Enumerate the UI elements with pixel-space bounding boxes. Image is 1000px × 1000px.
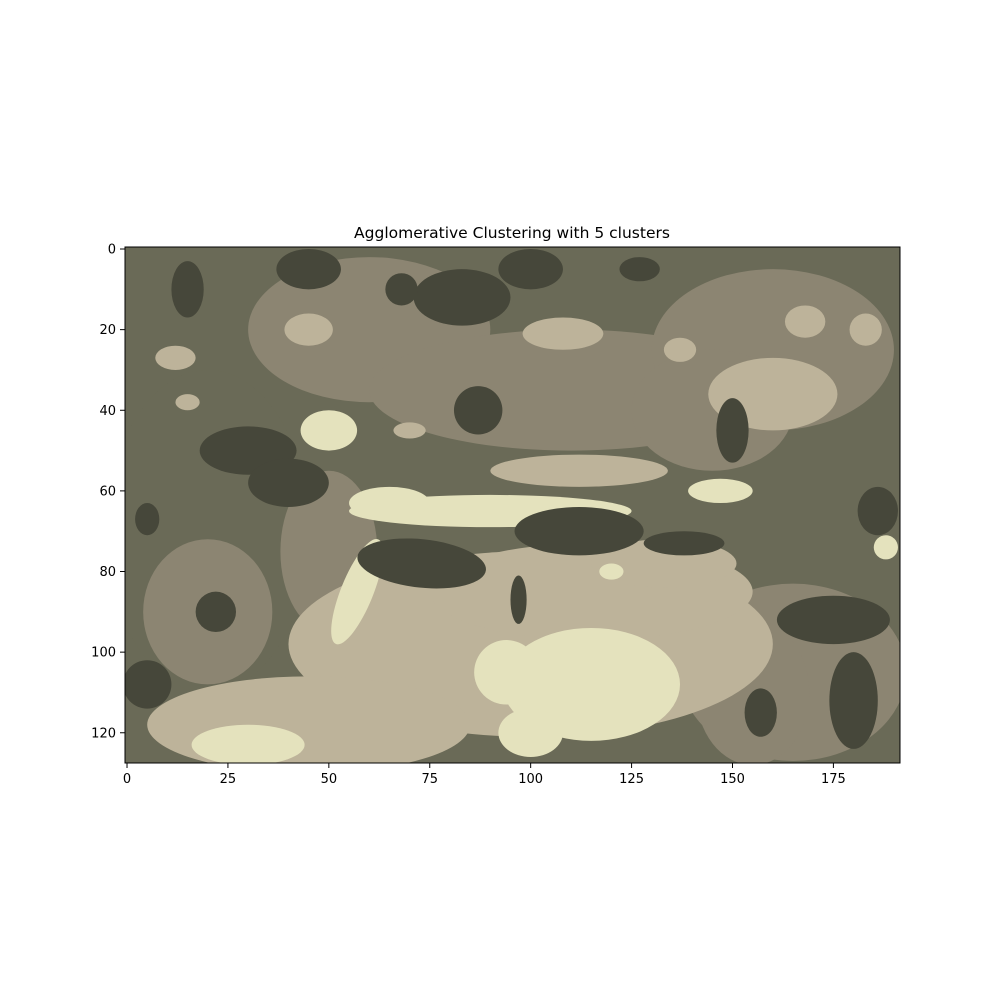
cluster-0-region (195, 591, 237, 632)
x-tick-label: 0 (123, 772, 131, 787)
cluster-0-region (510, 575, 527, 624)
cluster-image (125, 247, 900, 763)
y-tick-label: 60 (99, 484, 116, 499)
cluster-3-region (663, 337, 697, 362)
cluster-3-region (490, 454, 668, 487)
x-axis: 0 25 50 75 100 125 150 175 (123, 763, 846, 787)
x-tick-label: 100 (518, 772, 543, 787)
cluster-0-region (125, 660, 172, 709)
y-tick-label: 20 (99, 323, 116, 338)
cluster-0-region (248, 458, 329, 508)
cluster-0-region (135, 502, 160, 536)
cluster-0-region (716, 398, 749, 463)
y-axis: 0 20 40 60 80 100 120 (91, 243, 125, 741)
cluster-0-region (744, 688, 777, 737)
cluster-0-region (498, 249, 563, 290)
x-tick-label: 25 (220, 772, 237, 787)
y-tick-label: 80 (99, 565, 116, 580)
cluster-4-region (300, 410, 358, 451)
x-tick-label: 125 (619, 772, 644, 787)
cluster-0-region (619, 257, 660, 282)
x-tick-label: 50 (321, 772, 338, 787)
y-tick-label: 0 (108, 243, 116, 258)
cluster-3-region (284, 313, 333, 346)
cluster-3-region (147, 676, 471, 763)
x-tick-label: 175 (821, 772, 846, 787)
cluster-0-region (276, 249, 341, 290)
cluster-3-region (393, 422, 426, 439)
cluster-0-region (514, 507, 644, 556)
cluster-4-region (873, 535, 898, 560)
cluster-0-region (171, 261, 204, 318)
y-tick-label: 100 (91, 646, 116, 661)
chart-title: Agglomerative Clustering with 5 clusters (354, 224, 670, 242)
cluster-3-region (849, 313, 882, 346)
cluster-0-region (829, 652, 878, 749)
cluster-3-region (784, 305, 826, 338)
cluster-3-region (155, 345, 196, 370)
cluster-0-region (453, 386, 503, 435)
cluster-0-region (385, 273, 418, 306)
axes-frame (124, 246, 901, 764)
cluster-0-region (357, 538, 486, 589)
cluster-4-region (349, 486, 430, 520)
plot-area (124, 246, 901, 764)
cluster-0-region (857, 486, 898, 536)
y-tick-label: 120 (91, 726, 116, 741)
cluster-4-region (474, 640, 539, 705)
cluster-3-region (175, 394, 200, 411)
cluster-4-region (191, 724, 305, 763)
cluster-4-region (688, 478, 753, 503)
cluster-3-region (522, 317, 604, 350)
x-tick-label: 75 (421, 772, 438, 787)
y-tick-label: 40 (99, 404, 116, 419)
cluster-4-region (498, 708, 563, 757)
cluster-0-region (776, 595, 890, 645)
cluster-4-region (599, 563, 624, 580)
x-tick-label: 150 (720, 772, 745, 787)
cluster-0-region (643, 531, 725, 556)
cluster-0-region (413, 269, 511, 326)
